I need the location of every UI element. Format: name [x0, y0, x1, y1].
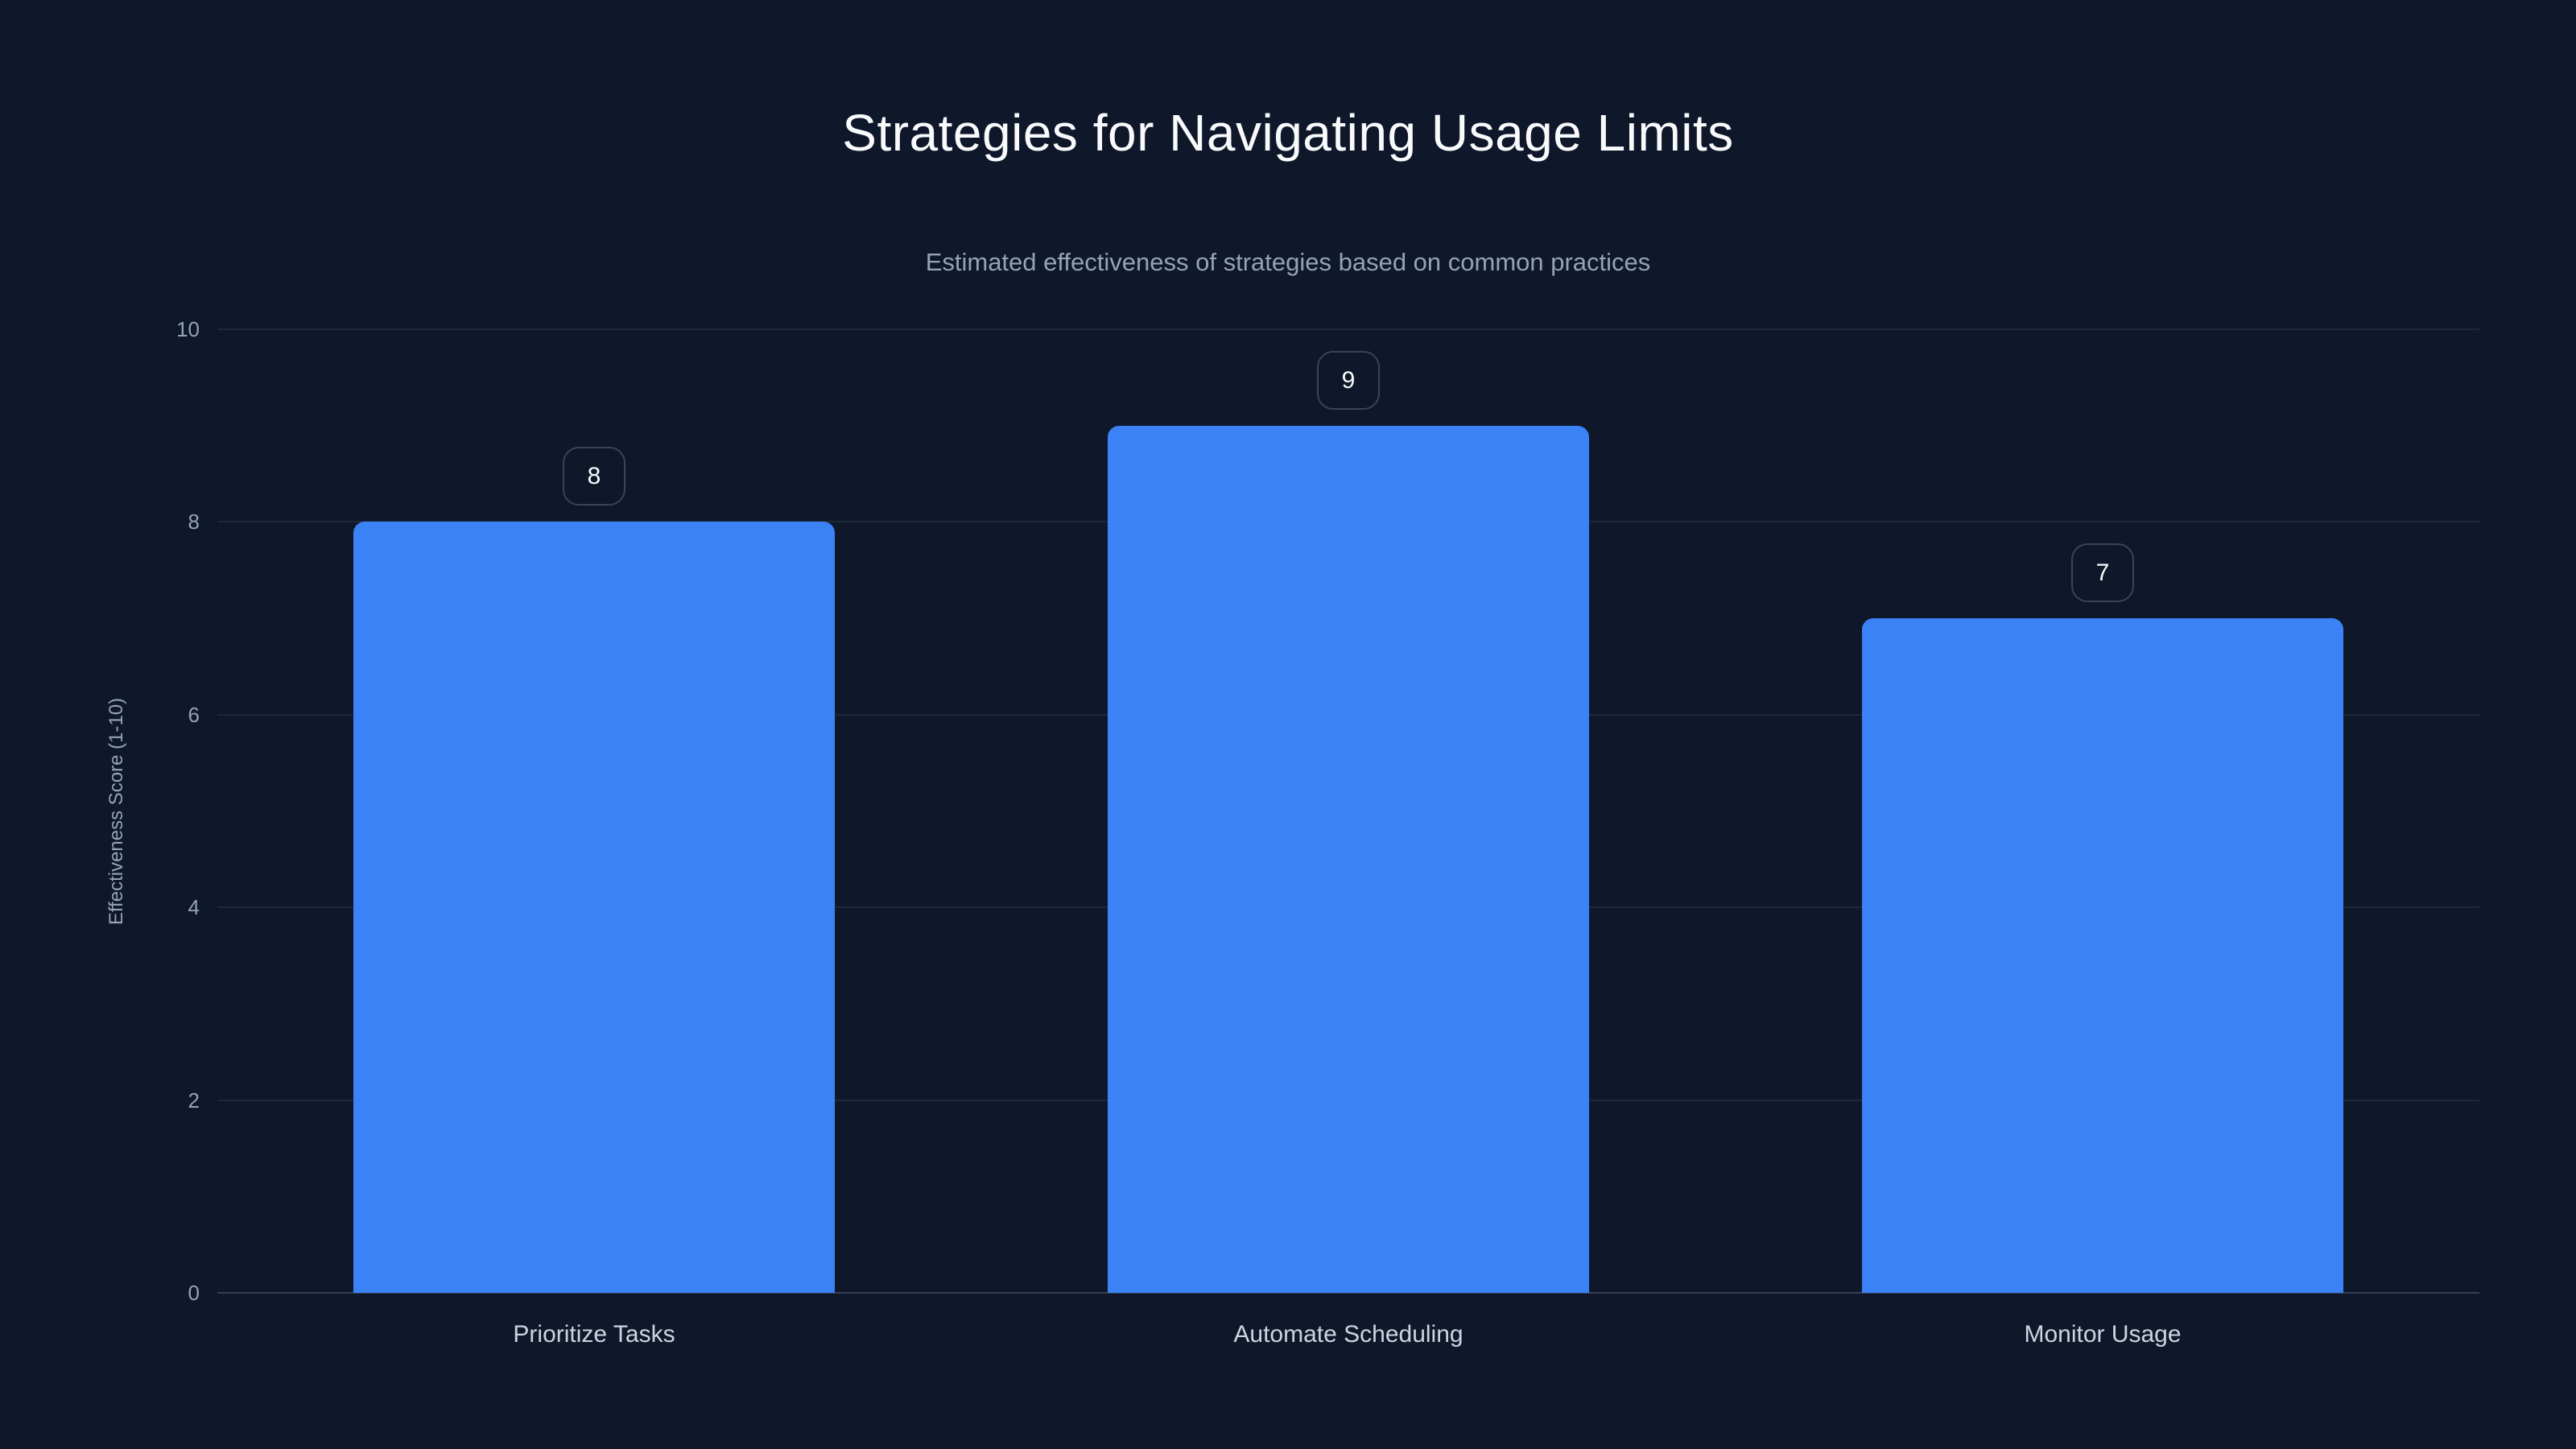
x-tick-label-prioritize-tasks: Prioritize Tasks: [513, 1321, 675, 1348]
y-tick-label-4: 4: [188, 895, 200, 920]
chart-subtitle: Estimated effectiveness of strategies ba…: [925, 248, 1651, 276]
y-tick-label-10: 10: [176, 317, 200, 341]
bar-automate-scheduling: [1108, 426, 1589, 1293]
y-tick-label-0: 0: [188, 1281, 200, 1305]
y-axis-title: Effectiveness Score (1-10): [105, 697, 127, 926]
x-tick-label-automate-scheduling: Automate Scheduling: [1233, 1321, 1463, 1348]
chart-title: Strategies for Navigating Usage Limits: [842, 104, 1734, 162]
bar-prioritize-tasks: [353, 522, 835, 1293]
y-tick-label-2: 2: [188, 1088, 200, 1113]
y-tick-label-8: 8: [188, 510, 200, 535]
gridline-y-10: [217, 328, 2479, 330]
x-tick-label-monitor-usage: Monitor Usage: [2024, 1321, 2182, 1348]
value-badge-monitor-usage: 7: [2071, 543, 2134, 602]
value-badge-prioritize-tasks: 8: [563, 447, 625, 506]
y-tick-label-6: 6: [188, 702, 200, 727]
plot-area: 8 Prioritize Tasks 9 Automate Scheduling 7 Mo…: [217, 328, 2479, 1348]
gridline-y-0: [217, 1292, 2479, 1294]
bar-monitor-usage: [1862, 618, 2343, 1293]
value-badge-automate-scheduling: 9: [1317, 351, 1380, 410]
